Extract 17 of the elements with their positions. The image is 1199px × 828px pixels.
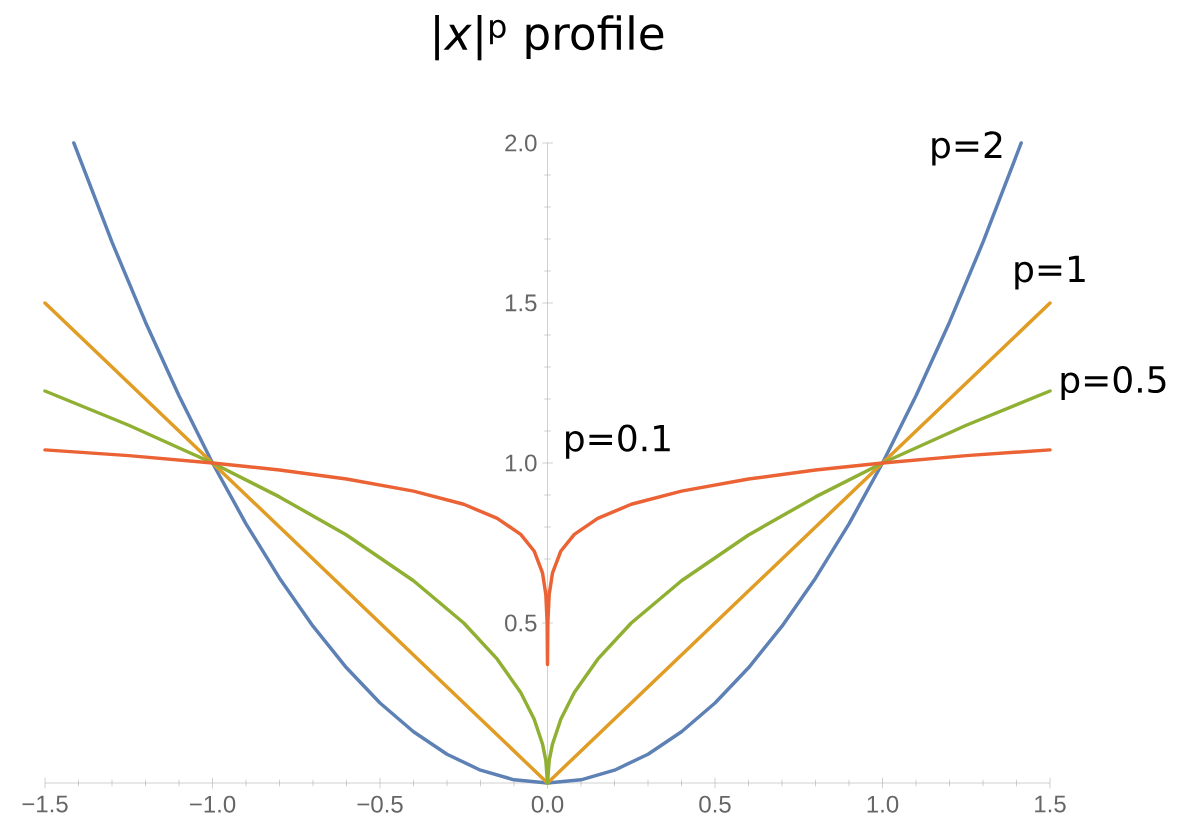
x-tick-label: −0.5 xyxy=(357,795,403,813)
x-tick-label: 0.0 xyxy=(531,795,564,813)
y-tick-label: 1.0 xyxy=(505,454,537,472)
series-label: p=0.1 xyxy=(566,424,670,459)
y-tick-label: 0.5 xyxy=(505,614,537,632)
x-tick-label: 0.5 xyxy=(699,795,731,813)
series-label: p=0.5 xyxy=(1061,365,1166,401)
x-tick-label: −1.0 xyxy=(190,795,236,813)
y-tick-label: 2.0 xyxy=(505,134,537,152)
series-label: p=2 xyxy=(932,131,1002,166)
x-tick-label: 1.0 xyxy=(867,795,899,813)
x-tick-label: 1.5 xyxy=(1035,795,1066,813)
series-label: p=1 xyxy=(1015,255,1085,290)
line-series xyxy=(43,389,1052,785)
chart-title: |x|$^{p}$ profile xyxy=(435,14,664,61)
y-tick-label: 1.5 xyxy=(505,294,537,312)
x-tick-label: −1.5 xyxy=(22,795,68,813)
